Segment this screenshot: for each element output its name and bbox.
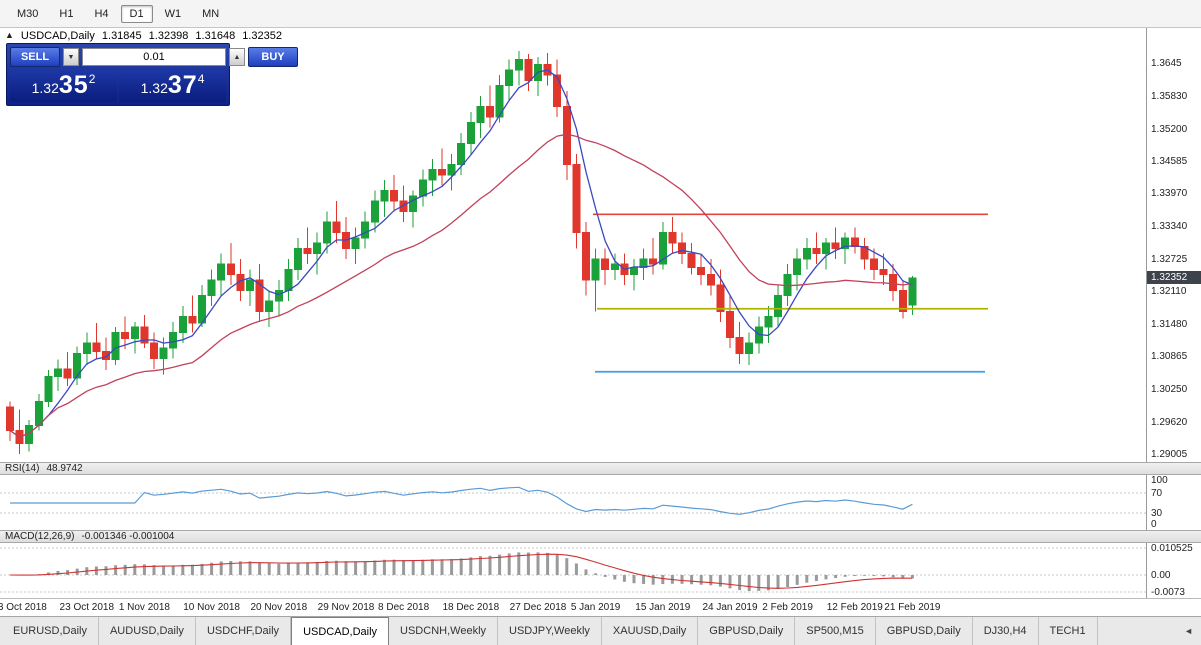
macd-chart [0,547,1146,593]
buy-price-base: 1.32 [140,80,168,96]
chart-tab-usdchf-daily[interactable]: USDCHF,Daily [196,617,292,645]
chart-tab-usdcad-daily[interactable]: USDCAD,Daily [291,617,390,645]
rsi-indicator-value: 48.9742 [46,463,83,474]
price-axis-label: 1.32110 [1151,285,1187,297]
date-axis-label: 1 Nov 2018 [118,602,170,613]
macd-indicator-value: -0.001346 -0.001004 [81,531,175,542]
price-axis-label: 1.33340 [1151,221,1188,233]
timeframe-d1[interactable]: D1 [120,4,153,23]
chart-tab-tech1[interactable]: TECH1 [1039,617,1098,645]
timeframe-w1[interactable]: W1 [164,7,182,20]
tab-scroll-left-icon[interactable]: ◄ [1184,626,1193,636]
price-axis-label: 1.34585 [1151,156,1188,168]
price-axis-label: 1.30865 [1151,351,1188,363]
chart-tab-gbpusd-daily[interactable]: GBPUSD,Daily [698,617,796,645]
date-axis-label: 27 Dec 2018 [509,602,567,613]
sell-price-big: 35 [58,71,89,99]
rsi-axis-label: 0 [1151,519,1157,530]
date-axis-label: 23 Oct 2018 [59,602,115,613]
one-click-trade-panel: SELL ▼ ▲ BUY 1.32352 1.32374 [6,43,298,106]
volume-up-icon[interactable]: ▲ [229,48,245,66]
candlestick-chart [6,51,988,455]
rsi-plot[interactable] [0,475,1146,530]
macd-axis: 0.010525 0.00 -0.0073 [1146,543,1201,598]
price-axis-label: 1.33970 [1151,188,1188,200]
ohlc-high: 1.32398 [148,30,189,42]
chart-tab-bar: EURUSD,Daily AUDUSD,Daily USDCHF,Daily USDC… [0,616,1201,645]
chart-header: ▲ USDCAD,Daily 1.31845 1.32398 1.31648 1… [5,30,282,42]
chart-tab-xauusd-daily[interactable]: XAUUSD,Daily [602,617,699,645]
macd-indicator-label: MACD(12,26,9) [5,531,75,542]
date-axis-label: 24 Jan 2019 [702,602,758,613]
buy-price-display[interactable]: 1.32374 [119,70,226,102]
date-axis-label: 29 Nov 2018 [317,602,375,613]
buy-price-big: 37 [167,71,198,99]
rsi-header-strip: RSI(14) 48.9742 [0,462,1201,475]
buy-price-sup: 4 [197,72,205,86]
macd-axis-label: -0.0073 [1151,587,1185,598]
chart-tab-eurusd-daily[interactable]: EURUSD,Daily [2,617,99,645]
price-axis-label: 1.32725 [1151,253,1188,265]
rsi-axis: 100 70 30 0 [1146,475,1201,530]
ohlc-low: 1.31648 [195,30,236,42]
date-axis-label: 21 Feb 2019 [884,602,941,613]
macd-plot[interactable] [0,543,1146,598]
macd-header-strip: MACD(12,26,9) -0.001346 -0.001004 [0,530,1201,543]
timeframe-h4[interactable]: H4 [94,7,109,20]
volume-down-icon[interactable]: ▼ [63,48,79,66]
ohlc-open: 1.31845 [101,30,142,42]
price-axis-label: 1.35830 [1151,90,1188,102]
rsi-axis-label: 70 [1151,488,1163,499]
chart-tab-audusd-daily[interactable]: AUDUSD,Daily [99,617,196,645]
macd-panel-row: 0.010525 0.00 -0.0073 [0,543,1201,598]
timeframe-mn[interactable]: MN [202,7,220,20]
date-axis-label: 20 Nov 2018 [250,602,308,613]
rsi-indicator-label: RSI(14) [5,463,40,474]
date-axis-label: 18 Dec 2018 [442,602,500,613]
chart-tab-usdjpy-weekly[interactable]: USDJPY,Weekly [498,617,602,645]
sell-price-base: 1.32 [31,80,59,96]
chart-tab-sp500-m15[interactable]: SP500,M15 [795,617,876,645]
date-axis-label: 13 Oct 2018 [0,602,47,613]
rsi-panel-row: 100 70 30 0 [0,475,1201,530]
timeframe-toolbar: M30 H1 H4 D1 W1 MN [0,0,1201,28]
price-axis-label: 1.31480 [1151,318,1188,330]
rsi-chart [0,486,1146,515]
date-axis-label: 15 Jan 2019 [635,602,691,613]
chart-tab-gbpusd-daily[interactable]: GBPUSD,Daily [876,617,973,645]
date-axis-label: 8 Dec 2018 [378,602,430,613]
oneclick-collapse-icon[interactable]: ▲ [5,30,14,40]
main-chart-row: ▲ USDCAD,Daily 1.31845 1.32398 1.31648 1… [0,28,1201,462]
macd-axis-label: 0.00 [1151,570,1171,581]
date-axis-label: 10 Nov 2018 [183,602,240,613]
rsi-axis-label: 30 [1151,508,1163,519]
ohlc-close: 1.32352 [242,30,282,42]
timeframe-h1[interactable]: H1 [59,7,74,20]
chart-tab-usdcnh-weekly[interactable]: USDCNH,Weekly [389,617,499,645]
price-axis-label: 1.30250 [1151,383,1188,395]
buy-button[interactable]: BUY [248,47,298,67]
main-chart-plot[interactable]: ▲ USDCAD,Daily 1.31845 1.32398 1.31648 1… [0,28,1146,462]
price-axis-label: 1.3645 [1151,58,1182,70]
volume-input[interactable] [82,48,226,66]
date-axis-label: 12 Feb 2019 [826,602,883,613]
sell-button[interactable]: SELL [10,47,60,67]
timeframe-m30[interactable]: M30 [17,7,39,20]
main-price-axis[interactable]: 1.3645 1.35830 1.35200 1.34585 1.33970 1.3334… [1146,28,1201,462]
date-axis-label: 2 Feb 2019 [762,602,813,613]
chart-tab-dj30-h4[interactable]: DJ30,H4 [973,617,1039,645]
price-axis-label: 1.29620 [1151,416,1188,428]
rsi-axis-label: 100 [1151,475,1168,486]
price-axis-label: 1.35200 [1151,123,1188,135]
price-axis-label: 1.29005 [1151,448,1188,460]
sell-price-sup: 2 [88,72,96,86]
current-price-badge: 1.32352 [1147,271,1201,285]
macd-axis-label: 0.010525 [1151,543,1193,554]
chart-symbol-label: USDCAD,Daily [20,30,95,42]
sell-price-display[interactable]: 1.32352 [10,70,117,102]
date-axis-label: 5 Jan 2019 [570,602,621,613]
